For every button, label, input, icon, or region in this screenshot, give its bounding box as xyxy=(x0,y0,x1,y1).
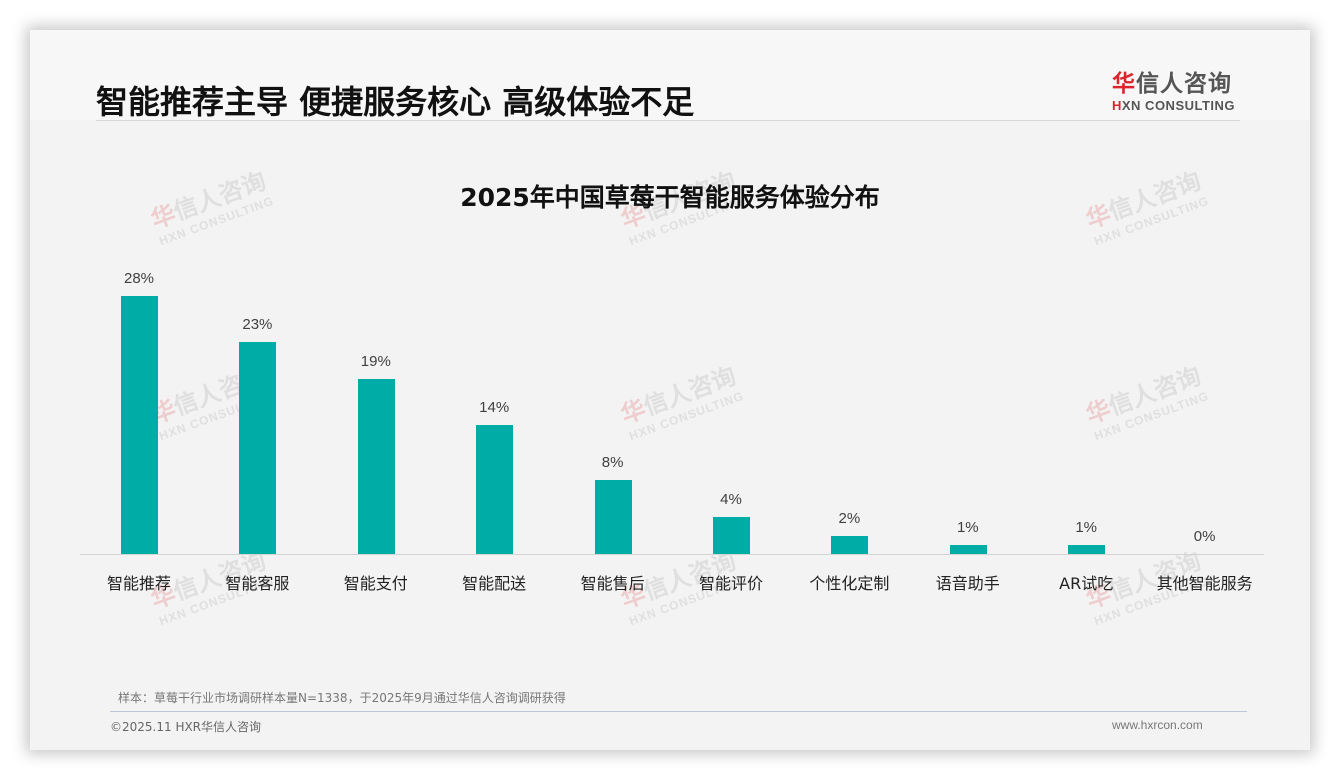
bar-value-label: 1% xyxy=(956,518,979,536)
bar-group: 0% 其他智能服务 xyxy=(1146,230,1264,593)
category-label: 智能推荐 xyxy=(106,574,171,593)
x-axis-line xyxy=(80,554,1264,555)
bar xyxy=(949,544,987,554)
chart-title: 2025年中国草莓干智能服务体验分布 xyxy=(460,183,880,212)
website-link[interactable]: www.hxrcon.com xyxy=(1112,718,1203,732)
bar-value-label: 28% xyxy=(123,270,155,287)
bar-value-label: 0% xyxy=(1193,528,1216,545)
category-label: 语音助手 xyxy=(935,574,1000,593)
sample-note: 样本：草莓干行业市场调研样本量N=1338，于2025年9月通过华信人咨询调研获… xyxy=(118,691,566,705)
bar-group: 23% 智能客服 xyxy=(198,230,316,593)
bar-value-label: 14% xyxy=(479,399,510,416)
page-title: 智能推荐主导 便捷服务核心 高级体验不足 xyxy=(96,83,695,121)
bar-value-label: 4% xyxy=(720,491,742,509)
category-label: 智能客服 xyxy=(225,574,290,593)
category-label: 智能配送 xyxy=(462,574,527,593)
logo-char-hua: 华 xyxy=(1112,71,1136,97)
bar xyxy=(357,378,395,554)
logo-en-first: H xyxy=(1112,98,1122,113)
category-label: 智能售后 xyxy=(580,574,645,593)
slide-header-band xyxy=(30,30,1310,120)
brand-logo: 华信人咨询 HXN CONSULTING xyxy=(1112,64,1235,113)
bar xyxy=(121,296,158,554)
category-label: 智能评价 xyxy=(698,574,763,593)
bar xyxy=(713,517,750,554)
bar-group: 19% 智能支付 xyxy=(317,230,435,593)
logo-english: HXN CONSULTING xyxy=(1112,98,1235,113)
footer-divider xyxy=(110,711,1247,712)
category-label: 个性化定制 xyxy=(809,574,890,593)
bar-value-label: 8% xyxy=(601,454,624,472)
category-label: 智能支付 xyxy=(343,574,408,593)
bar xyxy=(1068,544,1106,554)
category-label: 其他智能服务 xyxy=(1156,574,1253,593)
bar-group: 28% 智能推荐 xyxy=(80,230,198,593)
logo-en-rest: XN CONSULTING xyxy=(1121,98,1236,113)
bar-group: 2% 个性化定制 xyxy=(790,230,908,593)
copyright: ©2025.11 HXR华信人咨询 xyxy=(110,720,262,734)
bar xyxy=(594,480,632,554)
bar xyxy=(831,535,869,554)
bar-group: 4% 智能评价 xyxy=(672,230,790,593)
bar-group: 1% 语音助手 xyxy=(909,230,1027,593)
slide: 智能推荐主导 便捷服务核心 高级体验不足 华信人咨询 HXN CONSULTIN… xyxy=(30,30,1310,750)
bar-group: 1% AR试吃 xyxy=(1027,230,1145,593)
bar xyxy=(476,425,514,554)
category-label: AR试吃 xyxy=(1059,574,1114,593)
bar-value-label: 1% xyxy=(1075,518,1098,536)
bar xyxy=(239,342,277,554)
bar-group: 14% 智能配送 xyxy=(435,230,553,593)
bar-value-label: 19% xyxy=(360,352,391,370)
logo-chinese: 华信人咨询 xyxy=(1112,64,1235,98)
logo-cn-rest: 信人咨询 xyxy=(1136,71,1232,97)
bar-chart: 28% 智能推荐 23% 智能客服 19% 智能支付 14% 智能配送 8% 智能售后 4% 智能评价… xyxy=(80,230,1264,593)
bar-value-label: 23% xyxy=(242,316,273,334)
bar-group: 8% 智能售后 xyxy=(554,230,672,593)
bar-value-label: 2% xyxy=(838,509,861,527)
header-divider xyxy=(96,120,1240,121)
